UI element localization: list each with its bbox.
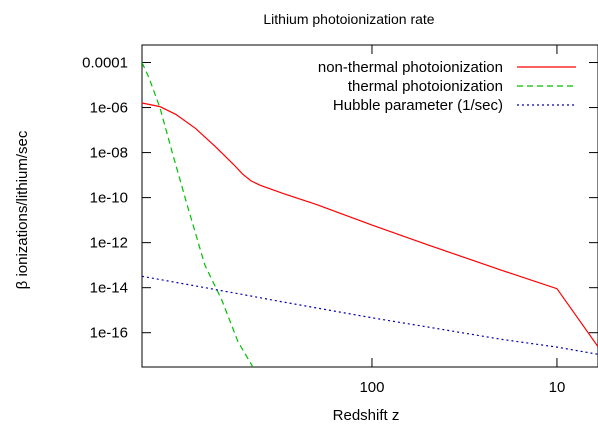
y-tick-label: 1e-08 (90, 145, 128, 162)
series-layer (142, 62, 598, 367)
plot-frame (141, 44, 598, 368)
legend-label: non-thermal photoionization (318, 59, 503, 76)
series-line (142, 102, 598, 348)
x-tick-label: 10 (549, 379, 566, 396)
x-axis-label: Redshift z (333, 407, 400, 424)
series-line (142, 62, 254, 367)
legend: non-thermal photoionization thermal photo… (318, 59, 576, 114)
x-tick-label: 100 (359, 379, 384, 396)
series-line (142, 275, 598, 355)
y-tick-label: 1e-10 (90, 190, 128, 207)
y-axis-label: β ionizations/lithium/sec (14, 130, 31, 289)
y-tick-label: 0.0001 (82, 55, 128, 72)
legend-label: Hubble parameter (1/sec) (333, 97, 503, 114)
y-tick-label: 1e-14 (90, 280, 128, 297)
legend-label: thermal photoionization (348, 78, 503, 95)
y-tick-label: 1e-06 (90, 100, 128, 117)
axis-ticks: 0.0001 1e-06 1e-08 1e-10 1e-12 1e-14 1e-16 100 1… (82, 45, 598, 396)
y-tick-label: 1e-16 (90, 325, 128, 342)
chart-title: Lithium photoionization rate (263, 11, 434, 27)
y-tick-label: 1e-12 (90, 235, 128, 252)
